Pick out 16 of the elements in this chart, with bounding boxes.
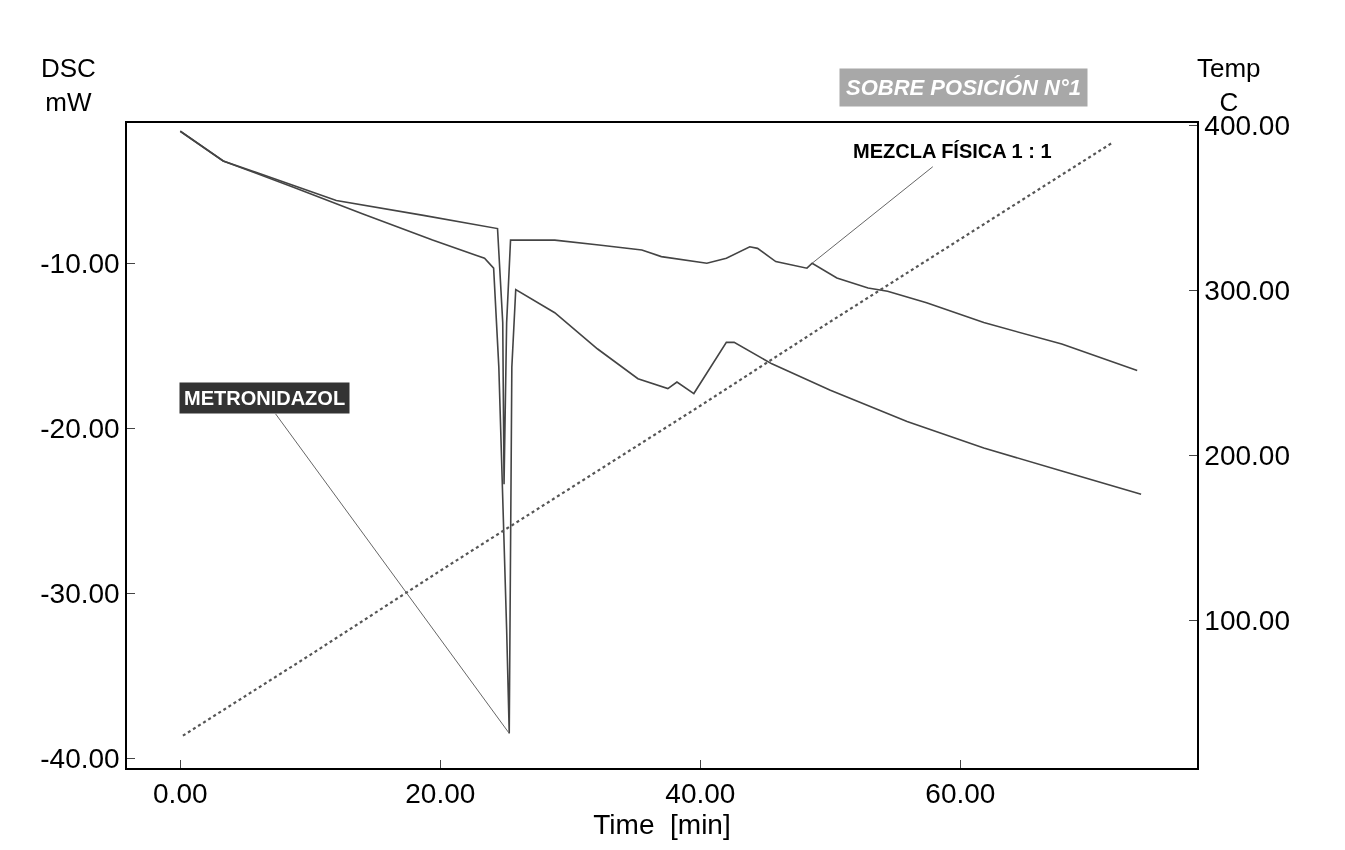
x-tick-label: 60.00: [925, 778, 996, 810]
chart-title: SOBRE POSICIÓN N°1: [846, 75, 1081, 100]
y2-tick-label: 200.00: [1204, 440, 1290, 472]
y2-tick-label: 300.00: [1204, 275, 1290, 307]
y-axis-title: DSC mW: [41, 53, 96, 117]
annotation: MEZCLA FÍSICA 1 : 1: [853, 140, 1052, 162]
x-tick-label: 40.00: [665, 778, 736, 810]
x-tick-label: 20.00: [405, 778, 476, 810]
y-tick-label: -10.00: [40, 248, 120, 280]
y-tick-label: -30.00: [40, 577, 120, 609]
x-axis-title: Time [min]: [593, 809, 731, 841]
x-tick-label: 0.00: [153, 778, 208, 810]
annotation: METRONIDAZOL: [184, 387, 346, 409]
y2-tick-label: 100.00: [1204, 604, 1290, 636]
y-tick-label: -40.00: [40, 742, 120, 774]
y-tick-label: -20.00: [40, 412, 120, 444]
